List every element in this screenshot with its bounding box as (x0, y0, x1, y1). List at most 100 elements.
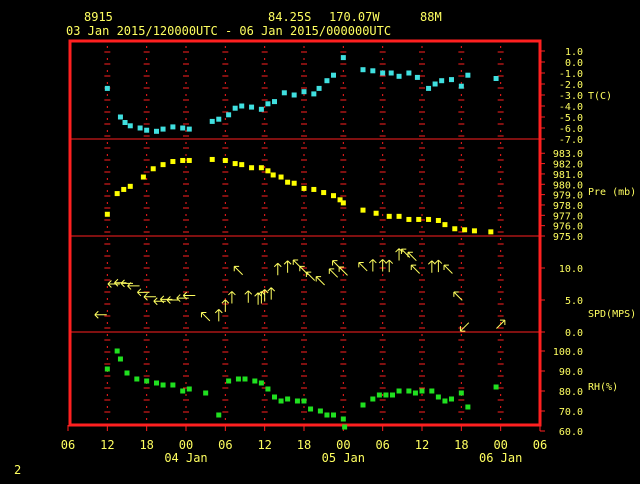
temp-data-point (226, 112, 232, 118)
temp-data-point (301, 89, 307, 95)
wind-arrow-mark (260, 289, 269, 302)
rh-data-point (186, 386, 192, 392)
pres-data-point (386, 213, 392, 219)
wind-arrow-mark (378, 259, 387, 272)
wind-arrow-mark (153, 297, 166, 306)
rh-data-point (154, 380, 159, 386)
temp-data-point (432, 81, 438, 87)
x-tick-label: 00 (493, 438, 507, 452)
rh-data-point (272, 394, 277, 400)
temp-data-point (122, 120, 128, 125)
pres-data-point (209, 156, 215, 162)
temp-data-point (104, 85, 110, 91)
pres-data-point (435, 217, 441, 223)
rh-data-point (360, 402, 366, 408)
temp-axis-label: T(C) (588, 91, 612, 102)
wind-arrow-mark (114, 278, 127, 287)
temp-data-point (216, 116, 222, 122)
temp-data-point (281, 90, 287, 96)
temp-data-point (426, 85, 432, 91)
rh-data-point (390, 392, 395, 398)
wind-arrow-mark (328, 268, 339, 278)
temp-y-tick-label: -7.0 (559, 135, 583, 146)
rh-data-point (324, 412, 330, 418)
wind-arrow-mark (283, 260, 292, 273)
pres-axis-label: Pre (mb) (588, 187, 636, 198)
pres-data-point (331, 193, 336, 199)
wind-arrow-mark (427, 260, 436, 273)
rh-data-point (117, 356, 123, 362)
wind-arrow-mark (338, 266, 348, 276)
pres-y-tick-label: 980.0 (553, 180, 583, 191)
rh-y-tick-label: 80.0 (559, 387, 583, 398)
pres-data-point (121, 186, 127, 192)
rh-data-point (317, 408, 323, 414)
rh-data-point (342, 424, 348, 430)
rh-data-point (285, 396, 291, 402)
pres-data-point (222, 157, 228, 163)
wind-arrow-mark (273, 262, 282, 276)
temp-data-point (180, 125, 186, 131)
wind-arrow-mark (443, 264, 453, 274)
pres-data-point (471, 228, 477, 234)
pres-data-point (321, 190, 327, 196)
wind-arrow-mark (176, 294, 189, 302)
wind-arrow-mark (233, 265, 243, 276)
temp-data-point (449, 77, 454, 83)
rh-data-point (180, 388, 186, 394)
temp-data-point (265, 101, 271, 107)
plot-area: 06 12 18 00 06 12 18 00 06 12 18 00 06 04 Jan 05 Jan 06… (61, 39, 636, 465)
temp-data-point (249, 104, 255, 110)
wind-arrow-mark (166, 296, 179, 304)
station-elev: 88M (420, 10, 442, 24)
pres-data-point (127, 183, 133, 189)
wind-arrow-mark (214, 309, 223, 322)
pres-data-point (311, 186, 317, 192)
temp-y-tick-label: 0.0 (565, 58, 583, 69)
pres-data-point (258, 165, 264, 171)
wind-y-tick-label: 5.0 (565, 296, 583, 307)
temp-data-point (340, 55, 346, 61)
wind-arrow-mark (228, 291, 236, 304)
pres-y-tick-label: 977.0 (553, 211, 583, 222)
temp-data-point (316, 85, 322, 91)
rh-data-point (493, 384, 499, 390)
temp-y-tick-label: -1.0 (559, 69, 583, 80)
wind-arrow-mark (305, 271, 316, 281)
rh-data-point (278, 398, 284, 404)
temp-data-point (291, 92, 297, 98)
temp-data-point (370, 68, 376, 74)
pres-y-tick-label: 979.0 (553, 191, 583, 202)
temp-data-point (458, 83, 464, 89)
pres-data-point (416, 216, 422, 222)
temp-data-point (272, 99, 277, 105)
pres-data-point (426, 216, 432, 222)
pres-data-point (340, 200, 346, 206)
wind-arrow-mark (410, 264, 420, 274)
pres-y-tick-label: 976.0 (553, 222, 583, 233)
time-period: 03 Jan 2015/120000UTC - 06 Jan 2015/0000… (66, 24, 391, 38)
rh-data-point (252, 378, 258, 384)
pres-data-point (232, 161, 238, 167)
station-lon: 170.07W (329, 10, 380, 24)
temp-y-tick-label: -2.0 (559, 80, 583, 91)
wind-arrow-mark (120, 279, 133, 288)
rh-data-point (104, 366, 110, 372)
rh-data-point (216, 412, 222, 418)
x-day-label: 05 Jan (322, 451, 365, 465)
rh-data-point (383, 392, 389, 398)
pres-data-point (396, 213, 402, 219)
rh-data-point (124, 370, 130, 376)
rh-data-point (235, 376, 241, 382)
x-tick-label: 18 (297, 438, 311, 452)
pres-y-tick-label: 978.0 (553, 201, 583, 212)
wind-arrow-mark (459, 322, 470, 332)
temp-data-point (311, 91, 317, 97)
x-tick-label: 00 (179, 438, 193, 452)
wind-arrow-mark (127, 282, 140, 290)
temp-data-point (439, 78, 445, 84)
wind-arrow-mark (496, 319, 506, 329)
temp-data-point (144, 127, 150, 133)
